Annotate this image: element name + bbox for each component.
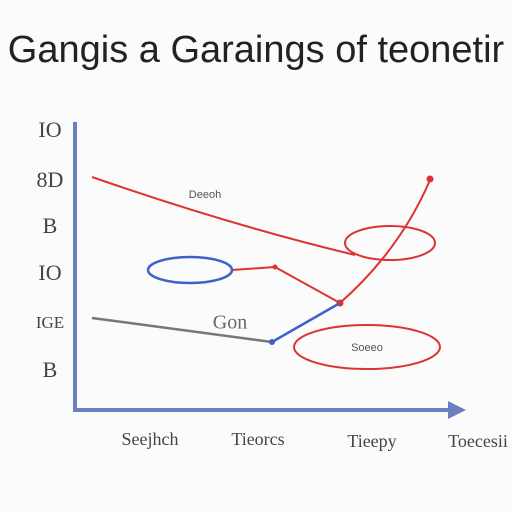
red-line: [231, 265, 341, 304]
annotation: Soeeo: [351, 342, 383, 354]
x-label: Toecesii: [448, 431, 508, 451]
annotation: Gon: [213, 312, 247, 334]
blue-line: [271, 301, 341, 344]
y-label: IGE: [36, 313, 64, 332]
annotation: Deeoh: [189, 189, 221, 201]
x-label: Seejhch: [122, 429, 179, 449]
y-label: B: [43, 357, 58, 382]
y-label: B: [43, 213, 58, 238]
red-line: [339, 179, 431, 304]
point: [269, 339, 275, 345]
title: Gangis a Garaings of teonetir: [8, 29, 505, 71]
y-label: IO: [38, 260, 61, 285]
gray-line: [91, 316, 273, 344]
ellipse: [293, 324, 441, 370]
ellipse: [344, 225, 436, 261]
red-line: [91, 176, 356, 256]
x-label: Tieepy: [347, 431, 396, 451]
x-label: Tieorcs: [231, 429, 284, 449]
y-label: 8D: [37, 167, 64, 192]
point: [272, 264, 278, 270]
ellipse: [146, 255, 234, 285]
point: [426, 175, 434, 183]
axis-arrow: [448, 401, 466, 419]
y-label: IO: [38, 117, 61, 142]
